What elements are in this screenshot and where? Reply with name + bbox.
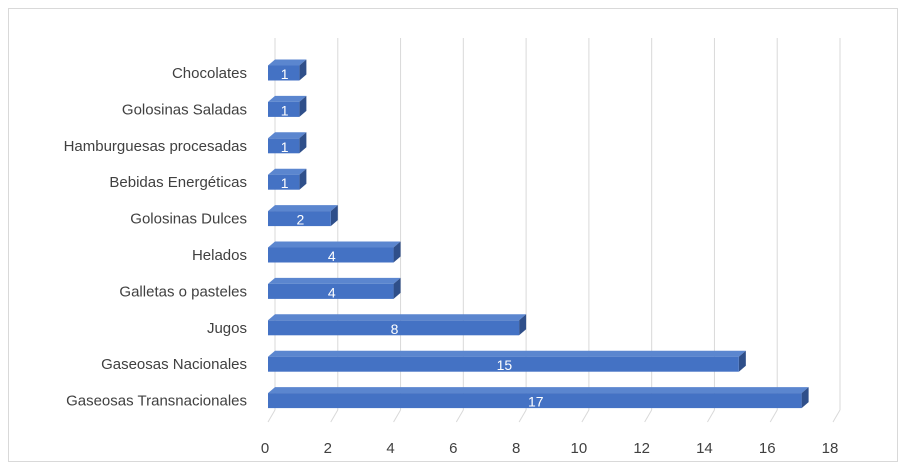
bar-top-face: [268, 205, 338, 212]
category-label: Gaseosas Transnacionales: [66, 393, 247, 410]
bar-side-face: [330, 205, 338, 227]
x-tick-label: 10: [571, 440, 588, 457]
bar-side-face: [393, 241, 401, 263]
x-tick-label: 0: [261, 440, 269, 457]
bar-group: [268, 277, 401, 299]
bar-group: [268, 205, 338, 227]
data-label: 4: [328, 248, 336, 264]
bar: [268, 138, 300, 154]
x-tick-label: 16: [759, 440, 776, 457]
category-label: Jugos: [207, 320, 247, 337]
x-tick-label: 18: [822, 440, 839, 457]
bar-side-face: [299, 59, 307, 81]
category-label: Helados: [192, 247, 247, 264]
bar: [268, 393, 802, 409]
bar-top-face: [268, 168, 307, 175]
bar-top-face: [268, 314, 527, 321]
bar-group: [268, 168, 307, 190]
data-label: 1: [281, 139, 289, 155]
bar-side-face: [299, 168, 307, 190]
data-label: 2: [296, 212, 304, 228]
bar: [268, 247, 394, 263]
floor-gridline: [581, 409, 590, 423]
category-label: Bebidas Energéticas: [109, 174, 247, 191]
bar-top-face: [268, 350, 746, 357]
floor-gridline: [330, 409, 339, 423]
bar: [268, 174, 300, 190]
category-label: Golosinas Dulces: [130, 211, 247, 228]
data-label: 1: [281, 102, 289, 118]
bar-top-face: [268, 277, 401, 284]
category-label: Gaseosas Nacionales: [101, 356, 247, 373]
bar-side-face: [299, 95, 307, 117]
bar: [268, 283, 394, 299]
bar-top-face: [268, 387, 809, 394]
bar-group: [268, 95, 307, 117]
bar-group: [268, 314, 527, 336]
x-tick-label: 12: [633, 440, 650, 457]
chart-frame: [8, 8, 898, 462]
bar: [268, 65, 300, 81]
x-tick-label: 2: [324, 440, 332, 457]
x-tick-label: 4: [386, 440, 394, 457]
bar: [268, 356, 739, 372]
bar-top-face: [268, 132, 307, 139]
bar-top-face: [268, 241, 401, 248]
category-label: Galletas o pasteles: [119, 283, 247, 300]
data-label: 8: [391, 321, 399, 337]
bar-side-face: [801, 387, 809, 409]
floor-gridline: [769, 409, 778, 423]
bar-side-face: [299, 132, 307, 154]
category-label: Chocolates: [172, 65, 247, 82]
floor-gridline: [267, 409, 276, 423]
x-tick-label: 14: [696, 440, 713, 457]
x-tick-label: 8: [512, 440, 520, 457]
floor-gridline: [393, 409, 401, 423]
bar-top-face: [268, 59, 307, 66]
floor-gridline: [644, 409, 653, 423]
data-label: 1: [281, 66, 289, 82]
data-label: 17: [528, 394, 544, 410]
data-label: 4: [328, 284, 336, 300]
bar-group: [268, 241, 401, 263]
bar-side-face: [393, 277, 401, 299]
bar-side-face: [519, 314, 527, 336]
floor-gridline: [832, 409, 841, 423]
category-label: Golosinas Saladas: [122, 101, 247, 118]
floor-gridline: [518, 409, 527, 423]
x-tick-label: 6: [449, 440, 457, 457]
bar-group: [268, 132, 307, 154]
bar: [268, 320, 520, 336]
bar: [268, 101, 300, 117]
bar: [268, 211, 331, 227]
bar-group: [268, 59, 307, 81]
bar-top-face: [268, 95, 307, 102]
data-label: 15: [497, 357, 513, 373]
bar-group: [268, 350, 746, 372]
data-label: 1: [281, 175, 289, 191]
bar-side-face: [738, 350, 746, 372]
floor-gridline: [707, 409, 715, 423]
category-label: Hamburguesas procesadas: [64, 138, 247, 155]
floor-gridline: [455, 409, 464, 423]
bar-group: [268, 387, 809, 409]
